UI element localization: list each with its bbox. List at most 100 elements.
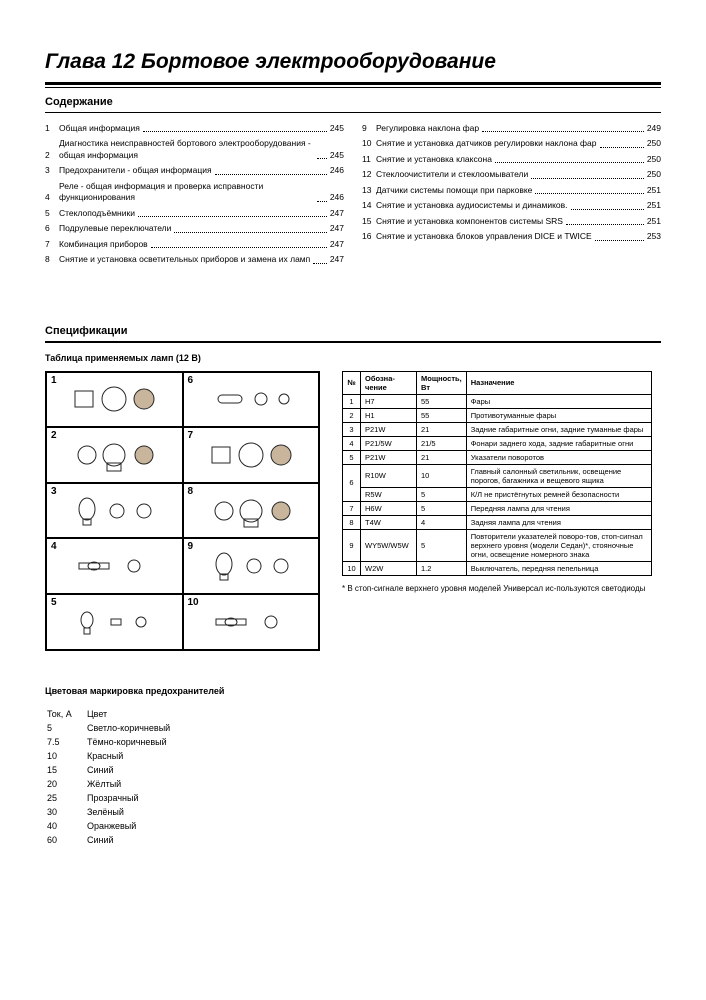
table-cell: 20 xyxy=(47,778,85,790)
toc-page: 249 xyxy=(647,123,661,134)
table-row: 6R10W10Главный салонный светильник, осве… xyxy=(343,464,652,487)
table-cell: P21/5W xyxy=(361,436,417,450)
table-row: 7H6W5Передняя лампа для чтения xyxy=(343,501,652,515)
table-cell: 5 xyxy=(343,450,361,464)
table-cell: Фары xyxy=(466,394,651,408)
toc-page: 251 xyxy=(647,200,661,211)
table-row: 10W2W1.2Выключатель, передняя пепельница xyxy=(343,561,652,575)
lamp-grid-figure: 16273849510 xyxy=(45,371,320,651)
table-cell: H7 xyxy=(361,394,417,408)
toc-leader-dots xyxy=(600,147,644,148)
toc-column-right: 9Регулировка наклона фар24910Снятие и ус… xyxy=(362,123,661,270)
toc-row: 14Снятие и установка аудиосистемы и дина… xyxy=(362,200,661,211)
table-row: 5Светло-коричневый xyxy=(47,722,170,734)
table-cell: Фонари заднего хода, задние габаритные о… xyxy=(466,436,651,450)
toc-page: 250 xyxy=(647,169,661,180)
table-cell: Противотуманные фары xyxy=(466,408,651,422)
toc-page: 247 xyxy=(330,254,344,265)
lamp-cell: 4 xyxy=(46,538,183,594)
toc-row: 16Снятие и установка блоков управления D… xyxy=(362,231,661,242)
toc-number: 10 xyxy=(362,138,376,149)
table-cell: Повторители указателей поворо-тов, стоп-… xyxy=(466,529,651,561)
table-cell: Светло-коричневый xyxy=(87,722,170,734)
lamp-cell: 7 xyxy=(183,427,320,483)
toc-leader-dots xyxy=(215,174,327,175)
spec-heading: Спецификации xyxy=(45,325,661,337)
table-cell: 55 xyxy=(417,394,467,408)
table-cell: 21 xyxy=(417,450,467,464)
lamp-cell-number: 10 xyxy=(188,597,199,608)
lamp-cell-number: 4 xyxy=(51,541,57,552)
table-cell: 60 xyxy=(47,834,85,846)
toc-number: 12 xyxy=(362,169,376,180)
toc-text: Стеклоочистители и стеклоомыватели xyxy=(376,169,528,180)
table-of-contents: 1Общая информация2452Диагностика неиспра… xyxy=(45,123,661,270)
table-cell: Красный xyxy=(87,750,170,762)
toc-row: 13Датчики системы помощи при парковке251 xyxy=(362,185,661,196)
toc-leader-dots xyxy=(313,263,327,264)
toc-row: 6Подрулевые переключатели247 xyxy=(45,223,344,234)
toc-leader-dots xyxy=(138,216,327,217)
toc-leader-dots xyxy=(151,247,327,248)
table-cell: 2 xyxy=(343,408,361,422)
toc-text: Общая информация xyxy=(59,123,140,134)
table-cell: 55 xyxy=(417,408,467,422)
toc-page: 246 xyxy=(330,165,344,176)
lamp-table-header: № xyxy=(343,371,361,394)
toc-page: 245 xyxy=(330,150,344,161)
table-cell: 5 xyxy=(417,529,467,561)
toc-page: 251 xyxy=(647,216,661,227)
spec-row: Таблица применяемых ламп (12 В) 16273849… xyxy=(45,353,661,651)
lamp-figure-block: Таблица применяемых ламп (12 В) 16273849… xyxy=(45,353,320,651)
toc-row: 1Общая информация 245 xyxy=(45,123,344,134)
toc-leader-dots xyxy=(482,131,644,132)
toc-text: Подрулевые переключатели xyxy=(59,223,171,234)
double-rule xyxy=(45,82,661,88)
table-row: R5W5К/Л не пристёгнутых ремней безопасно… xyxy=(343,487,652,501)
lamp-cell: 10 xyxy=(183,594,320,650)
table-cell: 1 xyxy=(343,394,361,408)
lamp-cell: 1 xyxy=(46,372,183,428)
toc-number: 2 xyxy=(45,150,59,161)
table-cell: Главный салонный светильник, освещение п… xyxy=(466,464,651,487)
lamp-cell-number: 6 xyxy=(188,375,194,386)
toc-number: 6 xyxy=(45,223,59,234)
table-cell: 9 xyxy=(343,529,361,561)
table-cell: 7 xyxy=(343,501,361,515)
toc-page: 253 xyxy=(647,231,661,242)
toc-text: Снятие и установка датчиков регулировки … xyxy=(376,138,597,149)
toc-leader-dots xyxy=(571,209,644,210)
table-row: 15Синий xyxy=(47,764,170,776)
toc-text: Датчики системы помощи при парковке xyxy=(376,185,532,196)
toc-number: 7 xyxy=(45,239,59,250)
toc-row: 3Предохранители - общая информация246 xyxy=(45,165,344,176)
lamp-cell-number: 3 xyxy=(51,486,57,497)
table-cell: 10 xyxy=(417,464,467,487)
lamp-cell: 6 xyxy=(183,372,320,428)
table-row: 7.5Тёмно-коричневый xyxy=(47,736,170,748)
table-cell: К/Л не пристёгнутых ремней безопасности xyxy=(466,487,651,501)
table-cell: Синий xyxy=(87,764,170,776)
lamp-table-block: №Обозна- чениеМощность, ВтНазначение1H75… xyxy=(342,353,652,594)
table-cell: Зелёный xyxy=(87,806,170,818)
lamp-cell-number: 2 xyxy=(51,430,57,441)
table-cell: Синий xyxy=(87,834,170,846)
table-cell: Оранжевый xyxy=(87,820,170,832)
lamp-cell-number: 9 xyxy=(188,541,194,552)
toc-page: 245 xyxy=(330,123,344,134)
table-row: 20Жёлтый xyxy=(47,778,170,790)
toc-leader-dots xyxy=(531,178,644,179)
toc-row: 5Стеклоподъёмники247 xyxy=(45,208,344,219)
toc-page: 250 xyxy=(647,154,661,165)
lamp-table-header: Назначение xyxy=(466,371,651,394)
footnote: * В стоп-сигнале верхнего уровня моделей… xyxy=(342,584,652,594)
table-cell: 6 xyxy=(343,464,361,501)
table-cell: W2W xyxy=(361,561,417,575)
toc-number: 11 xyxy=(362,154,376,165)
table-cell: 10 xyxy=(343,561,361,575)
table-cell: Передняя лампа для чтения xyxy=(466,501,651,515)
toc-text: Снятие и установка аудиосистемы и динами… xyxy=(376,200,568,211)
toc-number: 1 xyxy=(45,123,59,134)
table-row: 40Оранжевый xyxy=(47,820,170,832)
toc-page: 251 xyxy=(647,185,661,196)
